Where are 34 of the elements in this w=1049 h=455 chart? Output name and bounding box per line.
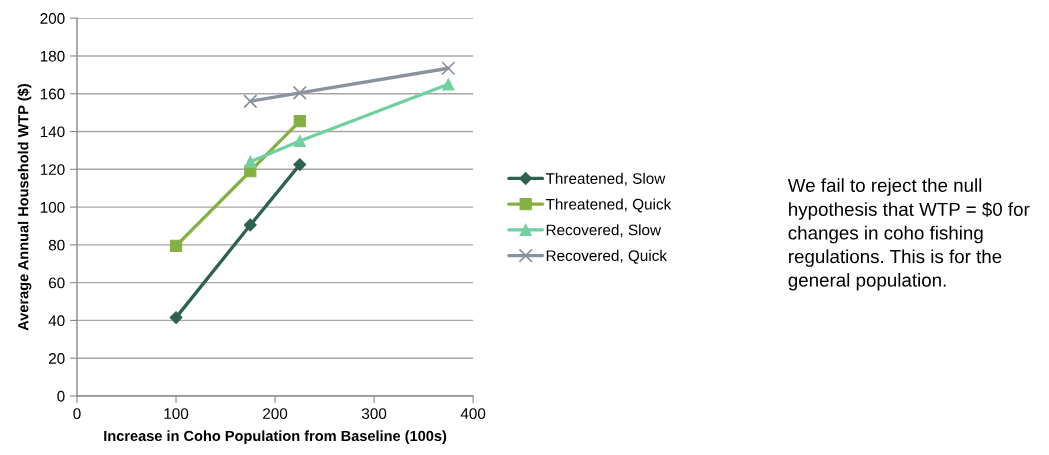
y-tick-label: 60 (48, 277, 65, 289)
x-tick-label: 300 (361, 408, 387, 420)
point (243, 94, 258, 109)
y-tick-label: 80 (48, 239, 65, 251)
y-tick-label: 160 (40, 88, 65, 100)
y-tick-label: 200 (40, 13, 65, 24)
point (244, 155, 257, 168)
x-axis-title: Increase in Coho Population from Baseline (100s) (104, 430, 447, 444)
y-tick-label: 100 (40, 201, 65, 213)
y-tick-label: 140 (40, 126, 65, 138)
y-tick-label: 0 (57, 390, 65, 402)
legend-label: Recovered, Slow (546, 224, 662, 238)
text: We fail to reject the null hypothesis that WTP = $0 for changes in coho fishing regulations. This is for the general population. (787, 178, 1030, 291)
point (292, 85, 307, 100)
x-tick-label: 0 (73, 408, 81, 420)
legend-label: Threatened, Quick (545, 198, 672, 213)
y-axis-title: Average Annual Household WTP ($) (17, 84, 32, 331)
legend-label: Threatened, Slow (545, 172, 666, 186)
x-tick-label: 100 (164, 408, 189, 420)
point (243, 218, 257, 232)
y-tick-label: 40 (48, 315, 65, 327)
point (293, 115, 306, 128)
point (293, 134, 306, 148)
point (293, 158, 307, 172)
y-tick-label: 120 (40, 164, 65, 175)
legend-label: Recovered, Quick (546, 249, 667, 264)
y-tick-label: 180 (40, 50, 65, 62)
y-tick-label: 20 (48, 353, 65, 364)
point (169, 311, 183, 325)
x-tick-label: 200 (263, 408, 288, 420)
point (169, 239, 183, 252)
point (441, 61, 456, 76)
x-tick-label: 400 (460, 408, 486, 420)
point (442, 78, 455, 91)
